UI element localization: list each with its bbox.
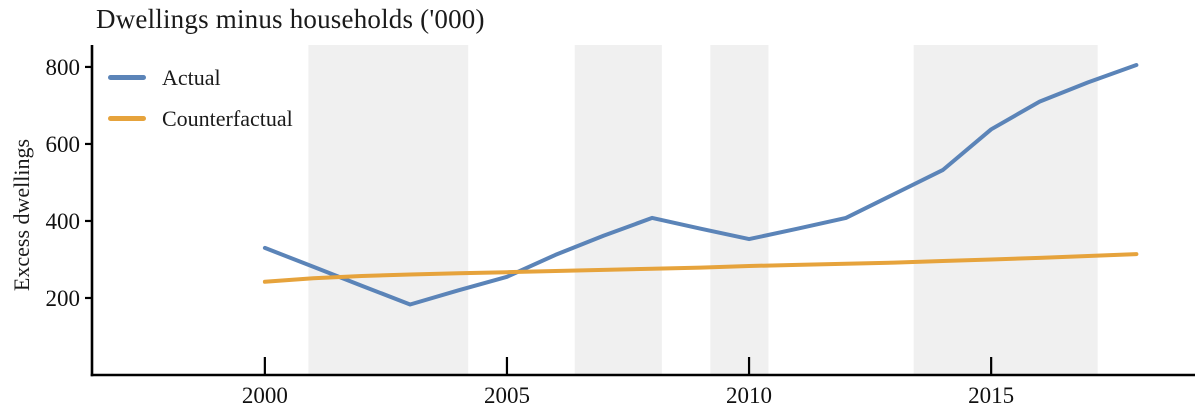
series-line-actual [262, 63, 1139, 307]
legend-swatch-line [108, 116, 146, 121]
x-tick-label: 2005 [484, 383, 530, 408]
chart-title: Dwellings minus households ('000) [96, 4, 485, 34]
legend-swatch-line [108, 75, 146, 80]
legend-label: Actual [162, 64, 221, 90]
x-tick-label: 2010 [726, 383, 772, 408]
x-tick-label: 2000 [242, 383, 288, 408]
shaded-band [913, 45, 1098, 375]
shaded-band [710, 45, 769, 375]
y-tick-label: 200 [46, 286, 81, 311]
y-tick-label: 400 [46, 209, 81, 234]
legend-item: Counterfactual [108, 98, 293, 139]
y-tick-label: 800 [46, 55, 81, 80]
y-tick-label: 600 [46, 132, 81, 157]
legend: Actual Counterfactual [108, 57, 293, 139]
x-tick-label: 2015 [968, 383, 1014, 408]
shaded-band [574, 45, 662, 375]
series-line-counterfactual [262, 252, 1139, 284]
shaded-band [308, 45, 469, 375]
legend-label: Counterfactual [162, 105, 293, 131]
legend-item: Actual [108, 57, 293, 98]
